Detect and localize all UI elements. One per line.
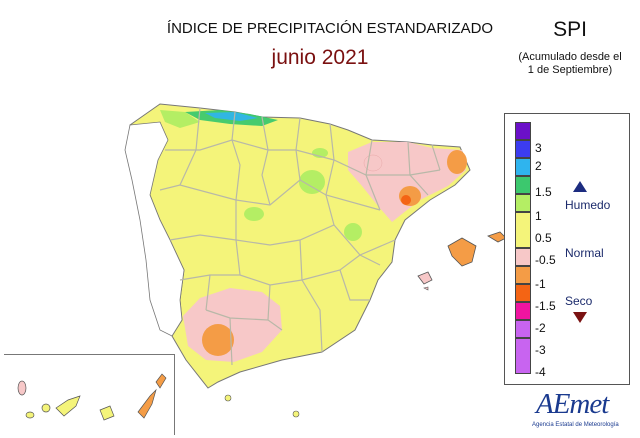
legend-zone-dry: Seco xyxy=(565,294,593,308)
legend-swatch-0-5 xyxy=(515,194,531,212)
wet-patch-north xyxy=(299,170,325,194)
legend: 3 2 1.5 1 0.5 -0.5 -1 -1.5 -2 -3 -4 Hume… xyxy=(504,113,630,385)
legend-label-minus-2: -2 xyxy=(535,321,546,335)
gran-canaria-island xyxy=(99,405,115,421)
dry-arrow-icon xyxy=(573,312,587,323)
north-slightly-wet-zone xyxy=(160,110,200,128)
legend-label-minus-0-5: -0.5 xyxy=(535,253,556,267)
legend-label-2: 2 xyxy=(535,159,542,173)
legend-swatch-2 xyxy=(515,140,531,158)
legend-swatch-1-5 xyxy=(515,158,531,176)
sevilla-dry-spot xyxy=(202,324,234,356)
map-title: ÍNDICE DE PRECIPITACIÓN ESTANDARIZADO xyxy=(166,20,494,37)
legend-swatch-minus-2 xyxy=(515,302,531,320)
legend-label-minus-3: -3 xyxy=(535,343,546,357)
legend-label-1-5: 1.5 xyxy=(535,185,552,199)
index-note-line1: (Acumulado desde el xyxy=(518,51,622,63)
formentera-island xyxy=(423,286,429,291)
catalonia-dry-spot xyxy=(447,150,467,174)
la-palma-island xyxy=(17,380,27,396)
province-borders xyxy=(159,107,441,366)
legend-zone-normal: Normal xyxy=(565,246,604,260)
legend-swatch-minus-0-5 xyxy=(515,248,531,266)
north-coast-very-wet-zone xyxy=(205,112,258,121)
aemet-logo-subtitle: Agencia Estatal de Meteorología xyxy=(532,422,619,428)
wet-patch-east xyxy=(344,223,362,241)
legend-swatch-normal xyxy=(515,212,531,248)
legend-label-3: 3 xyxy=(535,141,542,155)
index-note-line2: 1 de Septiembre) xyxy=(527,64,613,76)
aemet-logo-text: AEmet xyxy=(536,388,609,420)
legend-zone-wet: Humedo xyxy=(565,198,611,212)
legend-label-1: 1 xyxy=(535,209,542,223)
la-gomera-island xyxy=(41,403,51,413)
legend-label-minus-1: -1 xyxy=(535,277,546,291)
tenerife-island xyxy=(55,395,81,417)
wet-arrow-icon xyxy=(573,181,587,192)
ceuta xyxy=(224,394,232,402)
aemet-logo: AEmet Agencia Estatal de Meteorología xyxy=(530,388,630,434)
legend-label-0-5: 0.5 xyxy=(535,231,552,245)
map-period: junio 2021 xyxy=(271,46,369,69)
index-name: SPI xyxy=(553,18,587,41)
legend-label-minus-4: -4 xyxy=(535,365,546,379)
ibiza-island xyxy=(417,271,433,285)
el-hierro-island xyxy=(25,411,35,419)
portugal-outline xyxy=(124,121,185,337)
legend-swatch-3 xyxy=(515,122,531,140)
index-note: (Acumulado desde el 1 de Septiembre) xyxy=(510,51,630,77)
legend-swatch-minus-4 xyxy=(515,338,531,374)
legend-swatch-minus-3 xyxy=(515,320,531,338)
legend-swatch-1 xyxy=(515,176,531,194)
tarragona-very-dry-spot xyxy=(401,195,411,205)
fuerteventura-island xyxy=(137,388,157,419)
melilla xyxy=(292,410,300,418)
canary-islands-inset-frame xyxy=(4,354,175,435)
legend-swatch-minus-1 xyxy=(515,266,531,284)
legend-swatch-minus-1-5 xyxy=(515,284,531,302)
canary-islands xyxy=(17,373,167,421)
wet-patch-center xyxy=(244,207,264,221)
lanzarote-island xyxy=(155,373,167,389)
mallorca-island xyxy=(447,237,477,267)
legend-label-minus-1-5: -1.5 xyxy=(535,299,556,313)
